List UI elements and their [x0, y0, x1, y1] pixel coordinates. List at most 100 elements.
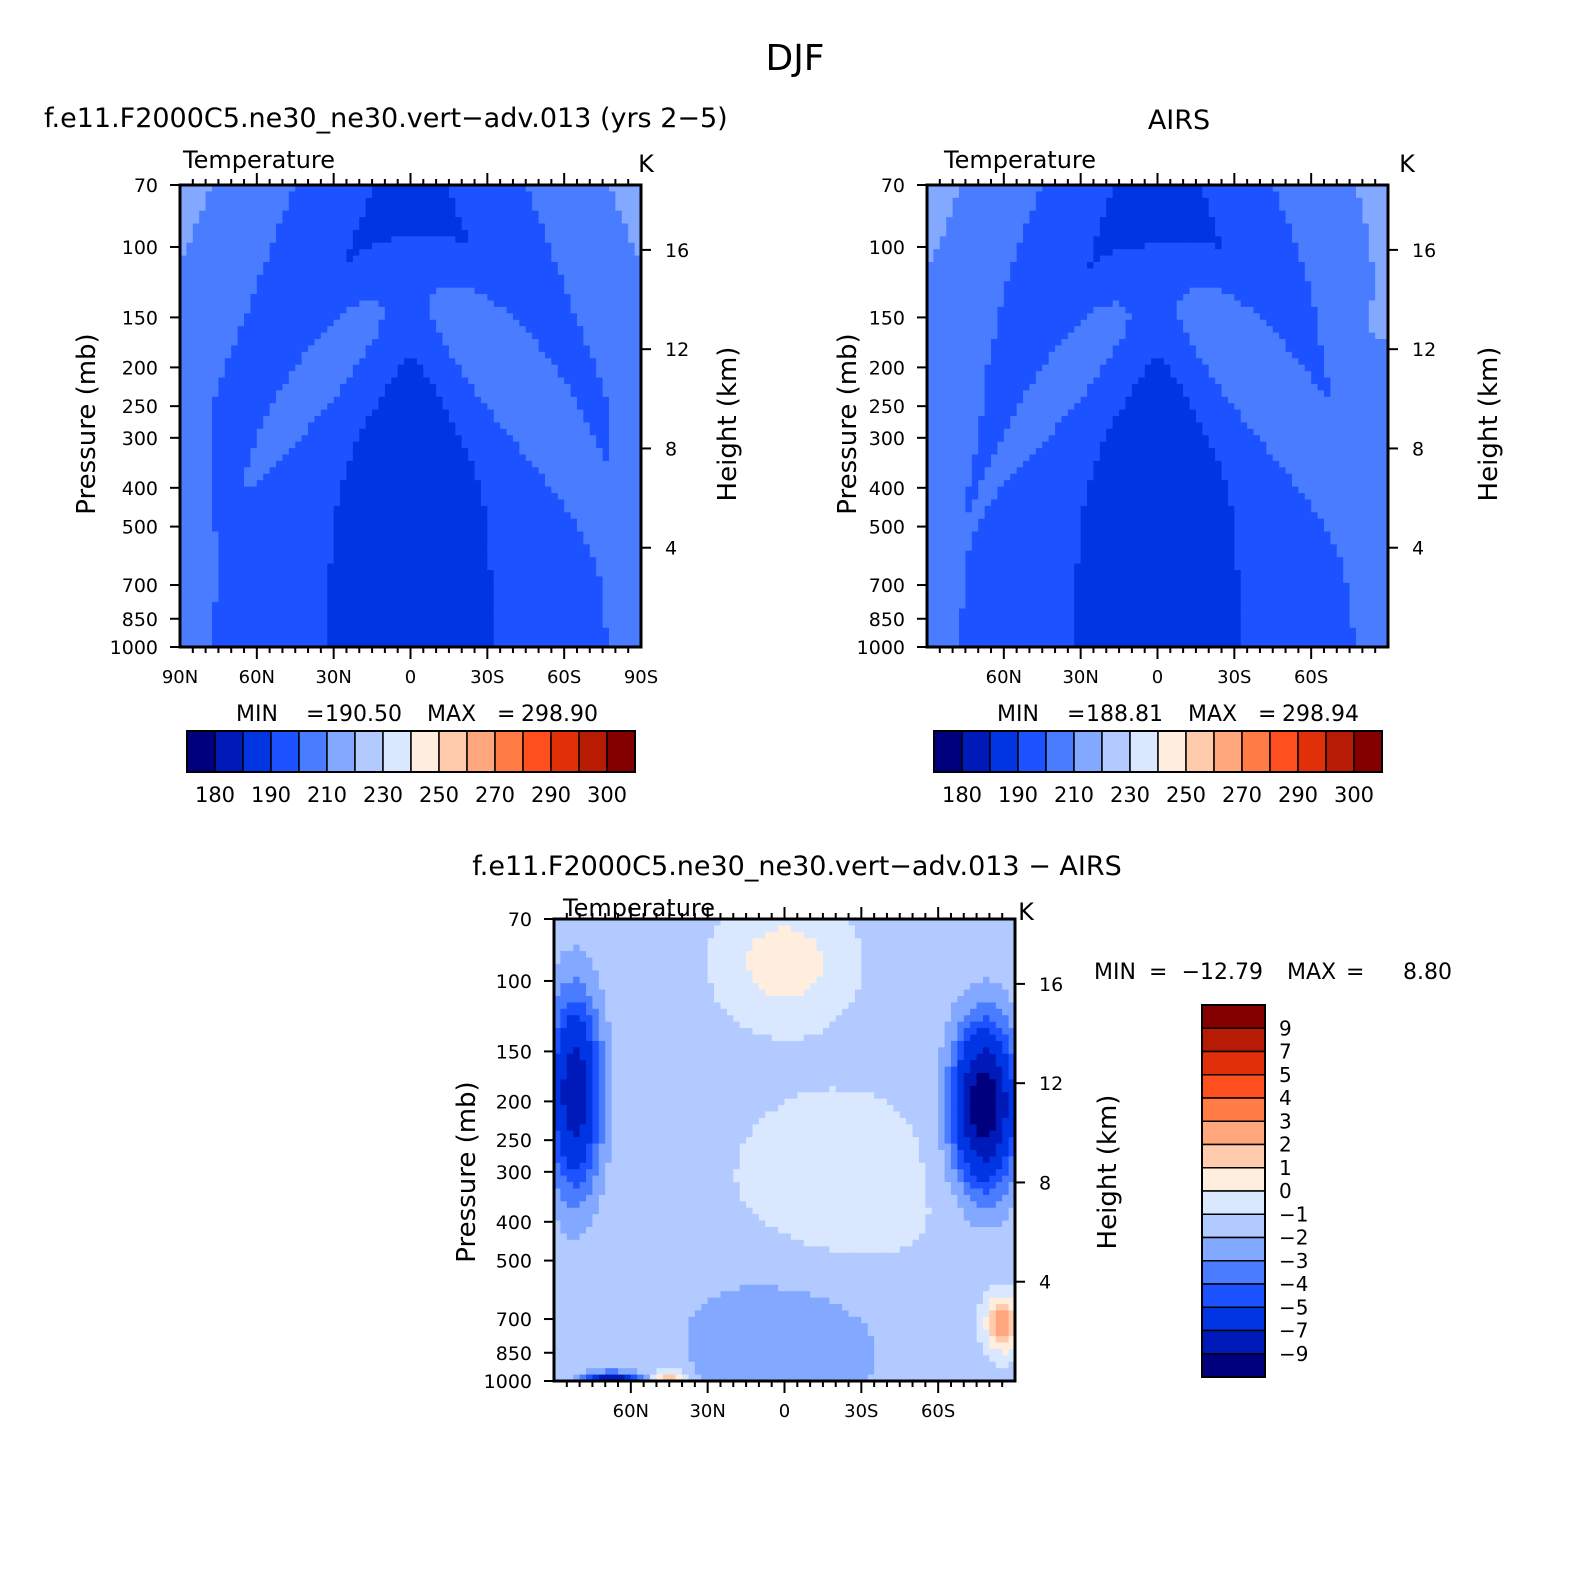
contour-cell: [442, 223, 450, 231]
contour-cell: [231, 608, 239, 616]
contour-cell: [538, 634, 546, 642]
contour-cell: [564, 486, 572, 494]
contour-cell: [615, 383, 623, 391]
contour-cell: [372, 595, 380, 603]
contour-cell: [570, 557, 578, 565]
contour-cell: [352, 499, 360, 507]
contour-cell: [397, 614, 405, 622]
contour-cell: [602, 499, 610, 507]
contour-cell: [346, 409, 354, 417]
contour-cell: [384, 493, 392, 501]
contour-cell: [474, 486, 482, 494]
contour-cell: [180, 197, 187, 205]
contour-cell: [480, 582, 488, 590]
contour-cell: [564, 210, 572, 218]
contour-cell: [199, 223, 207, 231]
contour-cell: [205, 409, 213, 417]
contour-cell: [608, 204, 616, 212]
contour-cell: [551, 306, 559, 314]
contour-cell: [532, 435, 540, 443]
contour-cell: [551, 505, 559, 513]
contour-cell: [596, 300, 604, 308]
contour-cell: [359, 345, 367, 353]
contour-cell: [468, 428, 476, 436]
contour-cell: [212, 512, 220, 520]
contour-cell: [570, 306, 578, 314]
contour-cell: [269, 210, 277, 218]
contour-cell: [436, 614, 444, 622]
contour-cell: [493, 505, 501, 513]
contour-cell: [404, 518, 412, 526]
contour-cell: [263, 255, 271, 263]
contour-cell: [186, 454, 194, 462]
contour-cell: [583, 512, 591, 520]
contour-cell: [295, 268, 303, 276]
contour-cell: [288, 512, 296, 520]
contour-cell: [378, 422, 386, 430]
contour-cell: [551, 557, 559, 565]
contour-cell: [506, 249, 514, 257]
contour-cell: [340, 185, 348, 193]
contour-cell: [237, 493, 245, 501]
contour-cell: [224, 589, 232, 597]
contour-cell: [519, 204, 527, 212]
contour-cell: [583, 621, 591, 629]
contour-cell: [250, 409, 258, 417]
contour-cell: [410, 550, 418, 558]
contour-cell: [506, 505, 514, 513]
contour-cell: [186, 550, 194, 558]
contour-cell: [480, 602, 488, 610]
contour-cell: [519, 435, 527, 443]
contour-cell: [480, 544, 488, 552]
contour-cell: [608, 300, 616, 308]
contour-cell: [205, 640, 213, 648]
contour-cell: [301, 582, 309, 590]
contour-cell: [487, 242, 495, 250]
contour-cell: [180, 486, 187, 494]
contour-cell: [250, 262, 258, 270]
contour-cell: [468, 210, 476, 218]
contour-cell: [384, 294, 392, 302]
contour-cell: [589, 634, 597, 642]
contour-cell: [199, 390, 207, 398]
contour-cell: [340, 493, 348, 501]
contour-cell: [212, 281, 220, 289]
contour-cell: [378, 339, 386, 347]
contour-cell: [256, 493, 264, 501]
contour-cell: [596, 467, 604, 475]
contour-cell: [410, 608, 418, 616]
contour-cell: [256, 416, 264, 424]
contour-cell: [192, 621, 200, 629]
contour-cell: [397, 403, 405, 411]
contour-cell: [500, 409, 508, 417]
contour-cell: [320, 255, 328, 263]
contour-cell: [224, 306, 232, 314]
contour-cell: [493, 640, 501, 648]
contour-cell: [461, 428, 469, 436]
contour-cell: [384, 249, 392, 257]
contour-cell: [474, 217, 482, 225]
contour-cell: [384, 242, 392, 250]
contour-cell: [308, 217, 316, 225]
contour-cell: [544, 428, 552, 436]
contour-cell: [327, 537, 335, 545]
contour-cell: [442, 217, 450, 225]
contour-cell: [301, 326, 309, 334]
contour-cell: [314, 274, 322, 282]
contour-cell: [288, 249, 296, 257]
contour-cell: [570, 210, 578, 218]
contour-cell: [480, 595, 488, 603]
contour-cell: [308, 396, 316, 404]
contour-cell: [589, 614, 597, 622]
contour-cell: [218, 557, 226, 565]
contour-cell: [557, 416, 565, 424]
contour-cell: [429, 422, 437, 430]
contour-cell: [525, 306, 533, 314]
contour-cell: [576, 608, 584, 616]
contour-cell: [615, 217, 623, 225]
contour-cell: [557, 473, 565, 481]
contour-cell: [256, 204, 264, 212]
contour-cell: [576, 255, 584, 263]
contour-cell: [276, 242, 284, 250]
contour-cell: [244, 518, 252, 526]
